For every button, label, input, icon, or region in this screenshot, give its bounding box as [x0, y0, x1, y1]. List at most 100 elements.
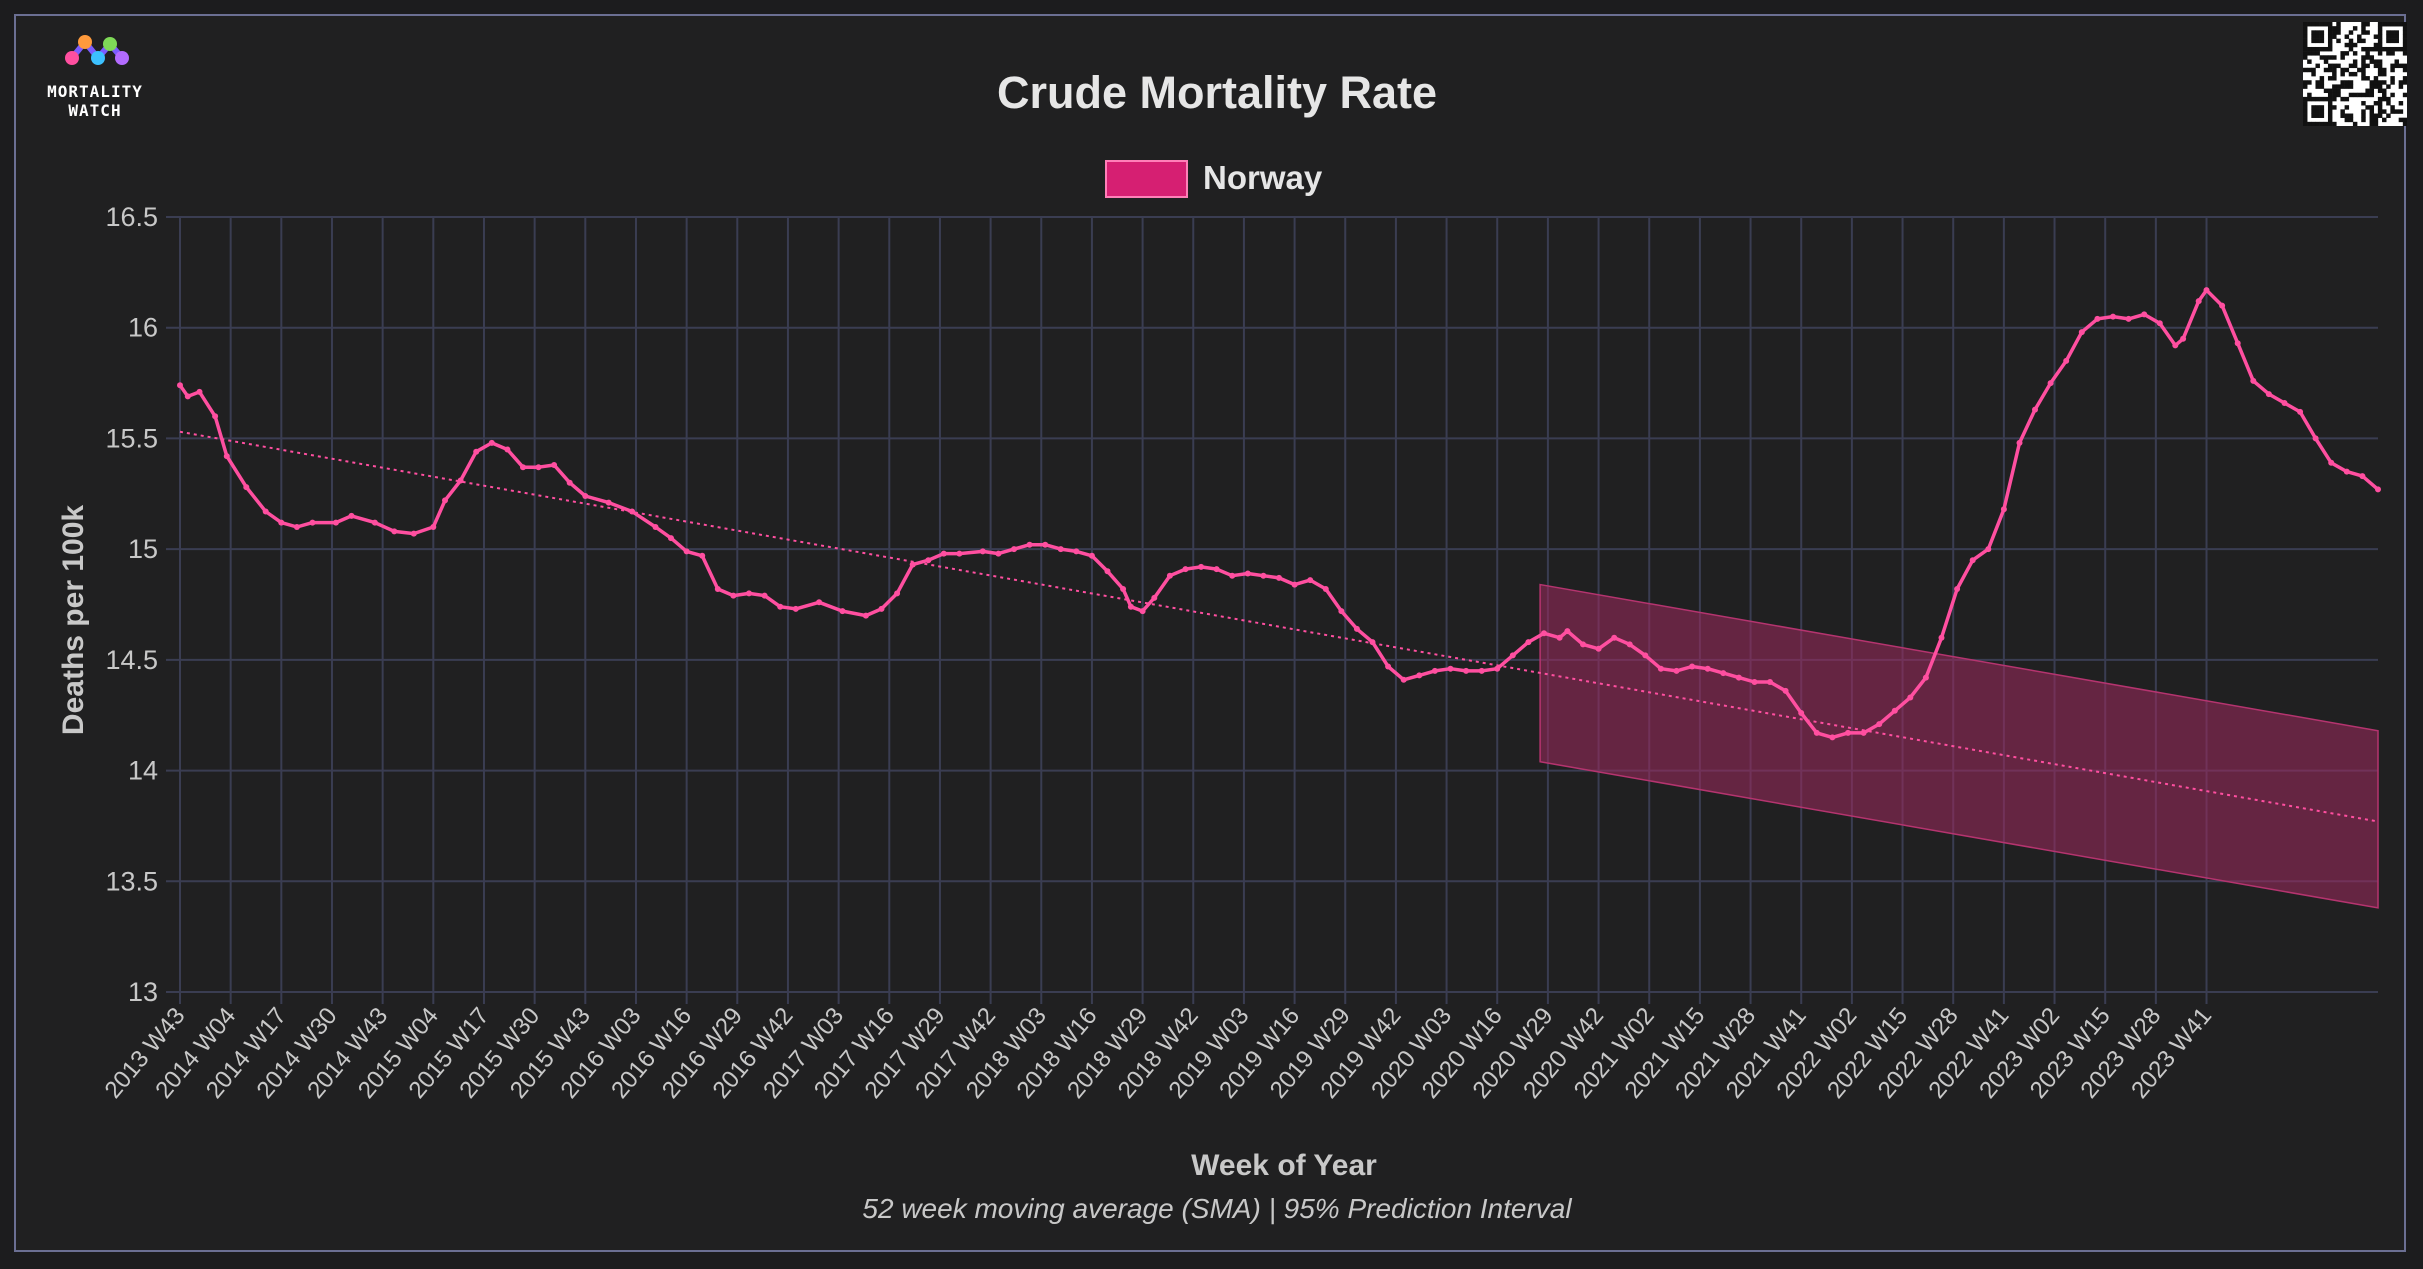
- data-point: [1642, 652, 1649, 659]
- qr-module: [2357, 67, 2362, 73]
- mortality-watch-logo[interactable]: MORTALITY WATCH: [30, 30, 160, 130]
- qr-module: [2348, 117, 2354, 123]
- qr-module: [2332, 88, 2337, 94]
- qr-module: [2323, 55, 2329, 60]
- qr-module: [2348, 71, 2354, 77]
- qr-module: [2394, 109, 2399, 114]
- qr-module: [2402, 80, 2408, 85]
- data-point: [1611, 634, 1618, 641]
- data-point: [1580, 641, 1586, 648]
- qr-module: [2373, 113, 2379, 118]
- data-point: [1509, 652, 1516, 659]
- data-point: [1260, 572, 1267, 579]
- data-point: [1969, 557, 1976, 564]
- qr-module: [2332, 92, 2337, 98]
- qr-module: [2373, 80, 2379, 85]
- data-point: [1057, 546, 1064, 553]
- qr-module: [2369, 46, 2375, 52]
- data-point: [878, 605, 885, 612]
- qr-module: [2390, 34, 2395, 39]
- qr-module: [2307, 67, 2312, 73]
- qr-module: [2348, 80, 2354, 85]
- data-point: [1907, 694, 1914, 701]
- qr-module: [2402, 42, 2408, 48]
- qr-module: [2307, 51, 2312, 56]
- data-point: [212, 413, 219, 420]
- data-point: [2203, 287, 2210, 294]
- data-point: [792, 605, 799, 612]
- qr-module: [2344, 84, 2350, 89]
- data-point: [177, 382, 183, 389]
- data-point: [668, 535, 674, 542]
- data-point: [2250, 377, 2257, 384]
- qr-module: [2390, 80, 2395, 85]
- data-point: [1891, 707, 1898, 714]
- qr-module: [2402, 46, 2408, 52]
- qr-module: [2315, 109, 2320, 114]
- qr-module: [2398, 109, 2404, 114]
- qr-module: [2373, 101, 2379, 106]
- logo-wordmark: MORTALITY WATCH: [30, 82, 160, 120]
- qr-module: [2402, 117, 2408, 123]
- legend-label-norway[interactable]: Norway: [1203, 159, 1323, 196]
- qr-module: [2365, 55, 2370, 60]
- qr-module: [2315, 38, 2320, 44]
- data-point: [1564, 628, 1571, 635]
- qr-module: [2369, 113, 2375, 118]
- qr-module: [2382, 67, 2387, 73]
- data-point: [243, 484, 250, 491]
- qr-module: [2303, 117, 2308, 123]
- data-point: [309, 519, 316, 526]
- y-tick-label: 15: [128, 534, 158, 564]
- qr-module: [2327, 92, 2333, 98]
- data-point: [2297, 408, 2304, 415]
- qr-module: [2386, 113, 2391, 118]
- logo-molecule-icon: [65, 35, 129, 65]
- qr-module: [2332, 105, 2337, 110]
- qr-module: [2303, 109, 2308, 114]
- data-point: [2265, 391, 2272, 398]
- qr-module: [2390, 67, 2395, 73]
- data-point: [2281, 400, 2288, 406]
- qr-module: [2369, 109, 2375, 114]
- qr-module: [2303, 55, 2308, 60]
- qr-module: [2377, 96, 2383, 102]
- data-point: [1213, 566, 1220, 573]
- data-point: [2312, 435, 2319, 442]
- data-point: [1751, 679, 1758, 685]
- qr-module: [2348, 113, 2354, 118]
- data-point: [430, 524, 437, 530]
- qr-module: [2303, 101, 2308, 106]
- data-point: [1307, 577, 1314, 584]
- logo-line-2: WATCH: [68, 101, 122, 120]
- data-point: [2094, 315, 2101, 322]
- qr-module: [2386, 22, 2391, 27]
- qr-module: [2348, 46, 2354, 52]
- data-point: [2219, 302, 2226, 309]
- data-point: [2032, 406, 2038, 413]
- data-point: [730, 592, 737, 599]
- data-point: [442, 497, 448, 504]
- qr-module: [2369, 59, 2375, 64]
- data-point: [956, 550, 963, 557]
- qr-module: [2307, 59, 2312, 64]
- data-point: [2359, 473, 2366, 480]
- qr-module: [2402, 51, 2408, 56]
- qr-module: [2315, 96, 2320, 102]
- qr-module: [2311, 34, 2316, 39]
- qr-module: [2340, 109, 2345, 114]
- qr-module: [2332, 55, 2337, 60]
- data-point: [196, 388, 203, 395]
- qr-code[interactable]: [2303, 22, 2408, 127]
- data-point: [488, 439, 495, 446]
- y-tick-label: 16.5: [105, 202, 158, 232]
- qr-module: [2398, 101, 2404, 106]
- qr-module: [2369, 92, 2375, 98]
- qr-module: [2394, 59, 2399, 64]
- qr-module: [2307, 22, 2312, 27]
- qr-module: [2340, 84, 2345, 89]
- legend-swatch-norway[interactable]: [1105, 160, 1188, 198]
- qr-module: [2344, 42, 2350, 48]
- qr-module: [2336, 63, 2341, 69]
